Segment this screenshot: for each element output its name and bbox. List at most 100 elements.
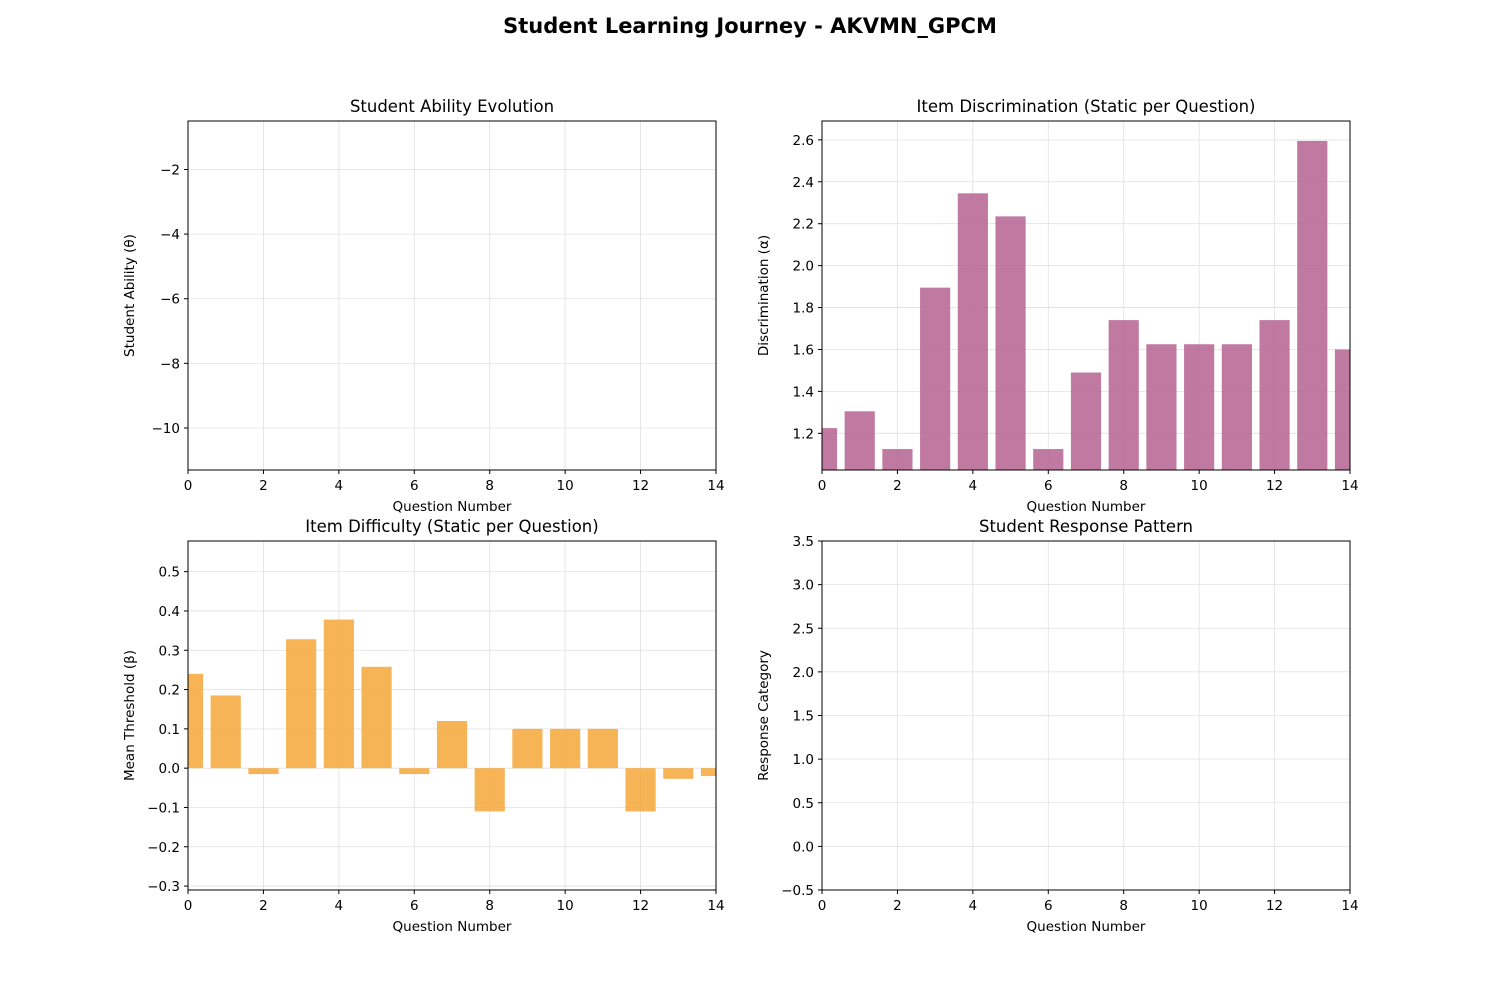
x-tick-label: 2: [259, 898, 268, 914]
x-tick-label: 6: [1044, 898, 1053, 914]
y-axis-label: Mean Threshold (β): [122, 650, 138, 781]
bar-q6: [399, 768, 430, 775]
y-tick-label: 2.2: [793, 217, 814, 233]
y-tick-label: 1.4: [793, 384, 814, 400]
y-tick-label: 1.8: [793, 301, 814, 317]
x-tick-label: 14: [1341, 478, 1358, 494]
y-tick-label: 3.0: [793, 578, 814, 594]
y-tick-label: 2.0: [793, 259, 814, 275]
axes-frame: [187, 120, 717, 471]
x-tick-label: 4: [335, 478, 344, 494]
y-axis-label: Discrimination (α): [756, 235, 772, 356]
y-tick-label: 0.5: [793, 796, 814, 812]
bar-q12: [1259, 320, 1290, 470]
x-tick-label: 2: [893, 478, 902, 494]
panel-title: Student Response Pattern: [979, 517, 1193, 536]
y-tick-label: 0.1: [159, 722, 180, 738]
bar-q9: [512, 728, 543, 769]
x-tick-label: 0: [818, 898, 827, 914]
x-tick-label: 0: [184, 898, 193, 914]
x-tick-label: 4: [969, 478, 978, 494]
bar-q2: [248, 768, 279, 775]
bar-q7: [436, 721, 468, 769]
bar-q8: [1108, 320, 1139, 470]
y-tick-label: 1.0: [793, 752, 814, 768]
bar-q4: [957, 193, 988, 470]
y-tick-label: 1.2: [793, 426, 814, 442]
x-tick-label: 4: [969, 898, 978, 914]
y-axis-label: Response Category: [756, 650, 772, 781]
bar-q13: [663, 768, 694, 779]
y-tick-label: 0.5: [159, 565, 180, 581]
y-tick-label: 0.2: [159, 683, 180, 699]
y-tick-label: 2.0: [793, 665, 814, 681]
x-tick-label: 0: [818, 478, 827, 494]
panel-ability: 0 2 4 6 8 10 12 14 −10 −8 −6 −4 −2 Student Ability Ev…: [122, 97, 725, 515]
axes-frame: [821, 120, 1351, 471]
bar-q5: [995, 216, 1026, 470]
panel-title: Item Discrimination (Static per Question…: [917, 97, 1256, 116]
bar-q3: [286, 639, 317, 769]
x-tick-label: 12: [632, 478, 649, 494]
y-tick-label: 1.6: [793, 342, 814, 358]
y-tick-label: −0.5: [781, 883, 814, 899]
x-tick-label: 0: [184, 478, 193, 494]
bar-q10: [1184, 344, 1215, 470]
bar-q11: [587, 728, 618, 769]
y-tick-label: −2: [160, 162, 180, 178]
panel-discrimination: 0 2 4 6 8 10 12 14 1.2 1.4 1.6 1.8 2.0 2.2 2.4 2.6 Item …: [756, 97, 1359, 515]
x-axis-label: Question Number: [393, 499, 512, 515]
bar-q0: [188, 673, 204, 769]
x-tick-label: 4: [335, 898, 344, 914]
x-tick-label: 14: [707, 478, 724, 494]
x-tick-label: 12: [1266, 898, 1283, 914]
x-tick-label: 8: [1119, 898, 1128, 914]
x-tick-label: 8: [485, 898, 494, 914]
x-axis-label: Question Number: [1027, 919, 1146, 935]
bar-q10: [550, 728, 581, 769]
x-axis-label: Question Number: [393, 919, 512, 935]
panel-response: 0 2 4 6 8 10 12 14 −0.5 0.0 0.5 1.0 1.5 2.0 2.5 3.0 3.5 S…: [756, 517, 1359, 935]
x-tick-label: 6: [410, 478, 419, 494]
x-tick-label: 14: [707, 898, 724, 914]
y-tick-label: 0.4: [159, 604, 180, 620]
y-tick-label: 2.6: [793, 133, 814, 149]
y-tick-label: 2.4: [793, 175, 814, 191]
x-tick-label: 14: [1341, 898, 1358, 914]
x-tick-label: 10: [557, 898, 574, 914]
bar-q1: [210, 695, 241, 769]
bar-q9: [1146, 344, 1177, 470]
panel-difficulty: 0 2 4 6 8 10 12 14 −0.3 −0.2 −0.1 0.0 0.1 0.2 0.3 0.4 0.…: [122, 517, 725, 935]
bar-q14: [700, 768, 716, 777]
bar-q8: [474, 768, 505, 812]
bar-q12: [625, 768, 656, 812]
x-tick-label: 10: [557, 478, 574, 494]
y-tick-label: −8: [160, 356, 180, 372]
y-tick-label: −10: [152, 421, 181, 437]
bar-q14: [1334, 349, 1350, 470]
y-tick-label: −6: [160, 292, 180, 308]
bar-q6: [1033, 449, 1064, 470]
y-tick-label: 2.5: [793, 621, 814, 637]
x-tick-label: 12: [1266, 478, 1283, 494]
y-tick-label: −0.1: [147, 800, 180, 816]
y-tick-label: 0.0: [793, 839, 814, 855]
bars-difficulty: [188, 619, 716, 812]
x-tick-label: 10: [1191, 478, 1208, 494]
bar-q3: [920, 287, 951, 470]
bar-q0: [822, 428, 838, 470]
bar-q4: [323, 619, 354, 769]
x-tick-label: 2: [259, 478, 268, 494]
x-tick-label: 12: [632, 898, 649, 914]
x-tick-label: 8: [485, 478, 494, 494]
bar-q5: [361, 666, 392, 769]
y-tick-label: −0.2: [147, 840, 180, 856]
bar-q2: [882, 449, 913, 470]
y-tick-label: −0.3: [147, 879, 180, 895]
y-tick-label: 1.5: [793, 709, 814, 725]
bar-q11: [1221, 344, 1252, 470]
x-tick-label: 6: [410, 898, 419, 914]
bar-q13: [1297, 140, 1328, 470]
y-axis-label: Student Ability (θ): [122, 234, 138, 357]
